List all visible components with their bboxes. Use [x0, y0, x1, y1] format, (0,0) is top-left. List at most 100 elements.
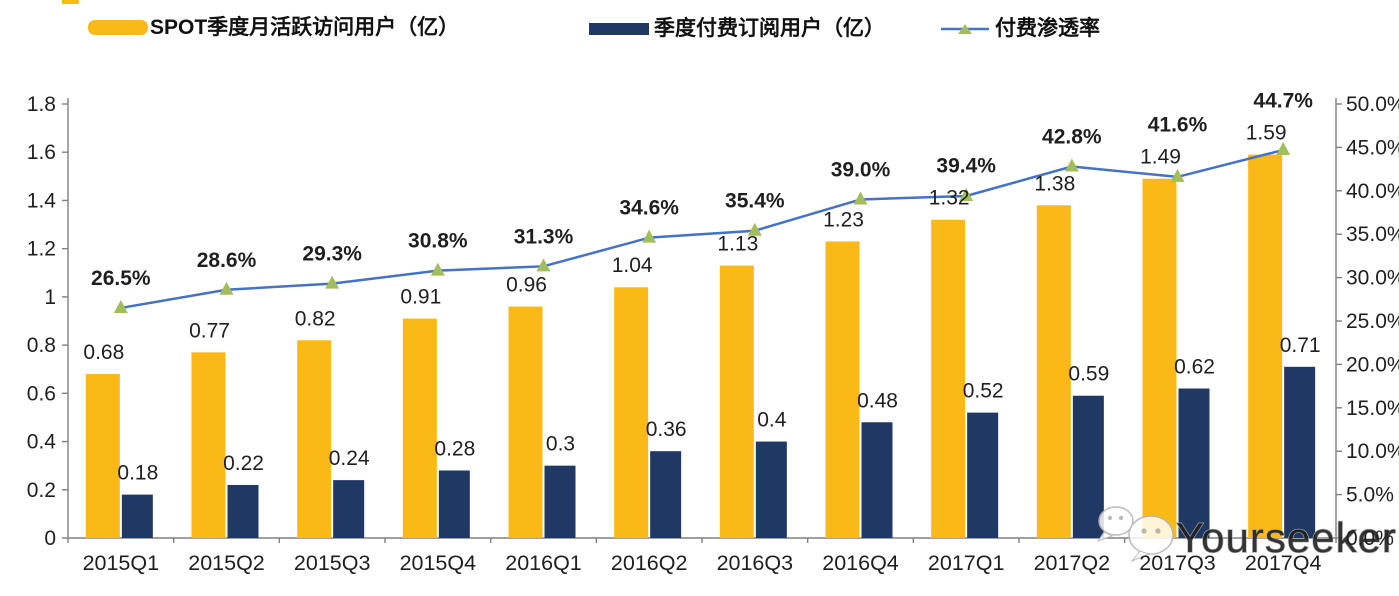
paid-bar	[438, 470, 470, 538]
mau-bar-label: 1.04	[612, 254, 653, 277]
y-axis-right-label: 45.0%	[1346, 136, 1399, 159]
penetration-marker	[430, 262, 445, 276]
mau-bar-label: 1.38	[1034, 172, 1075, 195]
chart-legend: SPOT季度月活跃访问用户（亿） 季度付费订阅用户（亿） 付费渗透率	[0, 0, 1399, 58]
legend-swatch-mau-bar	[88, 20, 148, 35]
y-axis-left-label: 1.6	[27, 141, 56, 164]
mau-bar	[825, 241, 860, 538]
legend-label-paid: 季度付费订阅用户（亿）	[654, 17, 885, 40]
y-axis-right-label: 40.0%	[1346, 180, 1399, 203]
penetration-marker	[853, 191, 868, 205]
mau-bar-label: 0.82	[295, 307, 336, 330]
x-axis-label: 2015Q1	[83, 551, 160, 575]
paid-bar	[1178, 388, 1210, 538]
y-axis-left-label: 1	[44, 286, 56, 309]
mau-bar-label: 1.32	[929, 187, 970, 210]
paid-bar-label: 0.22	[223, 452, 264, 475]
watermark: Yourseeker	[1096, 506, 1397, 563]
penetration-label: 35.4%	[725, 190, 785, 213]
y-axis-left-label: 1.4	[27, 189, 57, 212]
watermark-text: Yourseeker	[1176, 514, 1397, 561]
y-axis-right-label: 5.0%	[1346, 484, 1394, 507]
wechat-icon	[1098, 506, 1134, 536]
mau-bar	[1036, 205, 1071, 538]
penetration-marker	[113, 299, 128, 313]
mau-bar	[297, 340, 332, 538]
mau-bar	[1248, 154, 1283, 538]
x-axis-label: 2015Q4	[400, 551, 477, 575]
paid-bar-label: 0.4	[757, 409, 787, 432]
legend-label-mau: SPOT季度月活跃访问用户（亿）	[150, 16, 460, 39]
penetration-marker	[1064, 158, 1079, 172]
x-axis-label: 2016Q3	[717, 551, 794, 575]
paid-bar	[755, 441, 787, 538]
paid-bar-label: 0.36	[646, 418, 687, 441]
penetration-label: 29.3%	[302, 243, 362, 266]
penetration-marker	[536, 258, 551, 272]
legend-item-paid: 季度付费订阅用户（亿）	[589, 18, 885, 39]
paid-bar-label: 0.48	[857, 389, 898, 412]
mau-bar-label: 1.59	[1246, 122, 1287, 145]
mau-bar-label: 0.68	[83, 341, 124, 364]
y-axis-left-label: 0.6	[27, 382, 56, 405]
y-axis-right-label: 50.0%	[1346, 93, 1399, 116]
wechat-icon	[1128, 515, 1174, 555]
penetration-marker	[642, 229, 657, 243]
mau-bar-label: 0.96	[506, 274, 547, 297]
penetration-label: 28.6%	[197, 249, 257, 272]
penetration-marker	[325, 275, 340, 289]
y-axis-right-label: 25.0%	[1346, 310, 1399, 333]
penetration-label: 30.8%	[408, 230, 468, 253]
y-axis-left-label: 1.2	[27, 238, 56, 261]
legend-swatch-line-marker	[941, 23, 989, 34]
x-axis-label: 2015Q3	[294, 551, 371, 575]
penetration-label: 26.5%	[91, 267, 151, 290]
penetration-label: 39.0%	[831, 158, 891, 181]
paid-bar	[333, 480, 365, 538]
paid-bar	[227, 484, 259, 538]
penetration-marker	[747, 222, 762, 236]
y-axis-left-label: 1.8	[27, 93, 56, 116]
x-axis-label: 2017Q4	[1245, 551, 1322, 575]
penetration-label: 34.6%	[619, 197, 679, 220]
y-axis-right-label: 30.0%	[1346, 267, 1399, 290]
x-axis-label: 2015Q2	[188, 551, 265, 575]
penetration-marker	[219, 281, 234, 295]
y-axis-left-label: 0.8	[27, 334, 56, 357]
mau-bar-label: 1.23	[823, 208, 864, 231]
mau-bar-label: 1.13	[717, 233, 758, 256]
y-axis-right-label: 10.0%	[1346, 440, 1399, 463]
x-axis-label: 2017Q1	[928, 551, 1005, 575]
y-axis-right-label: 15.0%	[1346, 397, 1399, 420]
paid-bar	[1284, 366, 1316, 538]
penetration-marker	[1276, 142, 1291, 156]
penetration-label: 41.6%	[1148, 114, 1208, 137]
paid-bar	[861, 422, 893, 538]
mau-bar	[931, 219, 966, 538]
y-axis-left-label: 0.4	[27, 431, 57, 454]
penetration-line	[120, 148, 1284, 310]
legend-item-penetration: 付费渗透率	[941, 18, 1100, 39]
penetration-label: 39.4%	[936, 155, 996, 178]
triangle-marker-icon	[958, 23, 972, 34]
mau-bar	[508, 306, 543, 538]
y-axis-left-label: 0	[44, 527, 56, 550]
y-axis-left-label: 0.2	[27, 479, 56, 502]
paid-bar-label: 0.62	[1174, 356, 1215, 379]
penetration-marker	[1170, 168, 1185, 182]
paid-bar-label: 0.52	[963, 380, 1004, 403]
legend-label-penetration: 付费渗透率	[995, 17, 1100, 40]
paid-bar-label: 0.3	[546, 433, 575, 456]
x-axis-label: 2017Q3	[1139, 551, 1216, 575]
cropped-bar-artifact	[62, 0, 79, 4]
legend-swatch-paid-bar	[589, 22, 649, 35]
paid-bar-label: 0.71	[1280, 334, 1321, 357]
penetration-label: 31.3%	[514, 225, 574, 248]
x-axis-label: 2016Q2	[611, 551, 688, 575]
mau-bar	[719, 265, 754, 538]
mau-bar	[191, 352, 226, 538]
mau-bar-label: 0.77	[189, 319, 230, 342]
paid-bar	[544, 465, 576, 538]
penetration-label: 44.7%	[1253, 90, 1313, 113]
x-axis-label: 2017Q2	[1034, 551, 1111, 575]
